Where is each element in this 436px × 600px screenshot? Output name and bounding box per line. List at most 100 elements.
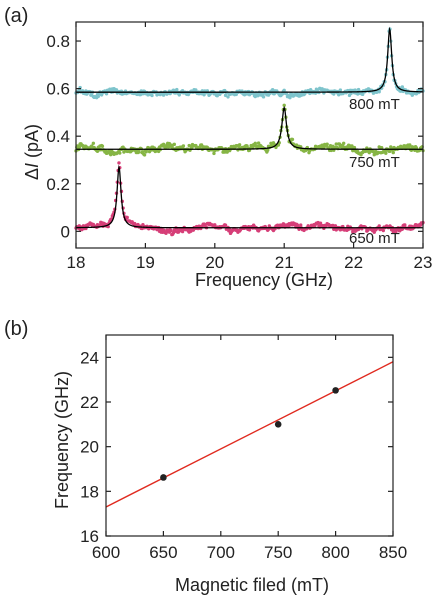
series-label: 750 mT xyxy=(349,154,400,171)
data-point xyxy=(290,137,295,142)
data-point xyxy=(318,221,323,225)
data-point xyxy=(253,141,257,146)
data-point xyxy=(237,143,242,147)
data-point xyxy=(377,224,381,228)
y-tick-label: 0.8 xyxy=(46,32,70,51)
x-tick-label: 600 xyxy=(92,543,120,562)
data-point xyxy=(353,88,357,92)
x-axis-title-b: Magnetic filed (mT) xyxy=(175,575,329,595)
x-tick-label: 700 xyxy=(207,543,235,562)
data-point xyxy=(117,161,121,165)
y-axis-title-b: Frequency (GHz) xyxy=(52,371,72,509)
data-point xyxy=(77,145,82,149)
data-point xyxy=(274,421,282,428)
series-0 xyxy=(74,27,425,100)
data-point xyxy=(332,387,339,394)
data-point xyxy=(137,150,141,154)
data-point xyxy=(172,142,177,147)
series-label: 800 mT xyxy=(349,96,400,113)
data-point xyxy=(256,141,261,145)
data-point xyxy=(265,148,270,152)
data-point xyxy=(125,215,129,220)
fit-curve xyxy=(76,106,423,150)
panel-label-b: (b) xyxy=(4,318,28,340)
data-point xyxy=(161,93,166,97)
data-point xyxy=(160,474,167,481)
data-point xyxy=(213,223,217,227)
fit-line xyxy=(105,361,394,508)
plot-area-b: 600 650 700 750 800 850 16 18 20 22 24 xyxy=(80,334,407,562)
data-point xyxy=(377,90,381,94)
panel-label-a: (a) xyxy=(4,5,28,27)
data-point xyxy=(381,228,386,233)
x-tick-label: 22 xyxy=(344,253,363,272)
plot-frame-a xyxy=(75,21,424,249)
data-point xyxy=(367,150,371,155)
data-point xyxy=(408,143,412,147)
data-point xyxy=(261,95,266,99)
x-axis-title-a: Frequency (GHz) xyxy=(195,270,333,290)
series-label: 650 mT xyxy=(349,230,400,247)
x-tick-label: 650 xyxy=(149,543,177,562)
data-point xyxy=(91,141,96,145)
data-point xyxy=(132,221,137,226)
data-point xyxy=(175,87,179,92)
y-tick-label: 18 xyxy=(80,482,99,501)
data-point xyxy=(372,230,376,234)
data-point xyxy=(169,229,173,233)
data-point xyxy=(334,142,338,146)
y-tick-label: 22 xyxy=(80,393,99,412)
x-tick-label: 18 xyxy=(67,253,86,272)
data-point xyxy=(352,145,357,150)
y-tick-label: 0 xyxy=(61,222,70,241)
y-tick-label: 0.6 xyxy=(46,80,70,99)
data-point xyxy=(403,223,407,227)
x-tick-label: 20 xyxy=(205,253,224,272)
data-point xyxy=(341,141,346,146)
data-point xyxy=(118,151,122,155)
data-point xyxy=(391,150,395,155)
x-tick-label: 23 xyxy=(414,253,433,272)
data-point xyxy=(384,151,388,155)
x-tick-label: 19 xyxy=(136,253,155,272)
data-point xyxy=(104,92,109,96)
data-point xyxy=(100,144,105,148)
data-point xyxy=(376,150,381,155)
data-point xyxy=(226,95,230,99)
y-tick-label: 24 xyxy=(80,348,99,367)
fit-curve xyxy=(76,26,424,93)
y-tick-label: 16 xyxy=(80,527,99,546)
data-point xyxy=(400,85,405,89)
data-point xyxy=(223,93,228,98)
fit-curve xyxy=(75,164,423,229)
data-point xyxy=(282,103,286,107)
data-point xyxy=(96,94,101,99)
x-tick-label: 750 xyxy=(264,543,292,562)
data-point xyxy=(325,142,329,146)
y-axis-title-a: ΔI (pA) xyxy=(22,124,42,180)
data-point xyxy=(299,223,303,227)
x-tick-label: 21 xyxy=(275,253,294,272)
y-tick-label: 0.2 xyxy=(46,175,70,194)
data-point xyxy=(212,151,216,156)
data-point xyxy=(331,223,335,228)
data-point xyxy=(150,93,154,98)
data-point xyxy=(394,230,398,234)
data-point xyxy=(356,87,361,92)
panel-a: (a) ΔI (pA) Frequency (GHz) 800 mT 750 mT… xyxy=(4,5,432,290)
x-tick-label: 800 xyxy=(321,543,349,562)
plot-area-a: 800 mT 750 mT 650 mT 18 19 20 21 22 23 0 0.2 0.4 0.6… xyxy=(46,21,433,272)
x-tick-label: 850 xyxy=(379,543,407,562)
data-point xyxy=(181,144,186,148)
series-2 xyxy=(74,161,425,237)
data-point xyxy=(338,88,343,92)
data-point xyxy=(142,153,147,157)
plot-frame-b xyxy=(105,334,394,537)
data-point xyxy=(360,92,365,97)
data-point xyxy=(332,92,336,96)
panel-b: (b) Frequency (GHz) Magnetic filed (mT) … xyxy=(4,318,407,595)
data-point xyxy=(350,144,354,148)
data-point xyxy=(223,223,228,227)
y-tick-label: 20 xyxy=(80,438,99,457)
